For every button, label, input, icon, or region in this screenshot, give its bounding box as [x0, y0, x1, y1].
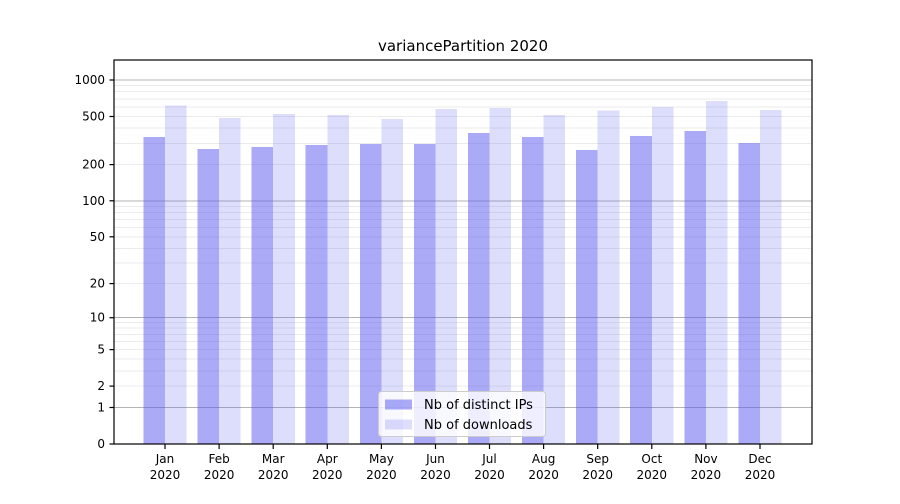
- x-tick-label-month: Aug: [532, 452, 555, 466]
- y-tick-label: 2: [97, 379, 105, 393]
- y-tick-label: 100: [82, 194, 105, 208]
- y-tick-label: 20: [90, 277, 105, 291]
- x-tick-label-month: Oct: [641, 452, 662, 466]
- legend-box: [378, 391, 546, 437]
- x-tick-label-year: 2020: [745, 468, 776, 482]
- bars: [143, 101, 782, 445]
- bar-feb-downloads: [219, 118, 241, 444]
- bar-feb-distinct-ips: [197, 149, 220, 444]
- x-tick-label-month: Feb: [208, 452, 229, 466]
- chart-title: variancePartition 2020: [378, 37, 548, 55]
- bar-sep-distinct-ips: [576, 150, 598, 444]
- y-tick-label: 10: [90, 311, 105, 325]
- x-tick-label-year: 2020: [691, 468, 722, 482]
- y-tick-label: 50: [90, 230, 105, 244]
- x-tick-label-month: Jan: [155, 452, 175, 466]
- x-tick-label-year: 2020: [150, 468, 181, 482]
- bar-mar-distinct-ips: [251, 146, 274, 444]
- bar-apr-distinct-ips: [305, 145, 328, 444]
- bar-may-distinct-ips: [359, 144, 382, 444]
- axis-ticks: 10005002001005020105210Jan2020Feb2020Mar…: [74, 73, 775, 482]
- x-tick-label-year: 2020: [258, 468, 289, 482]
- x-tick-label-month: Jun: [425, 452, 445, 466]
- legend-swatch-downloads: [385, 419, 412, 430]
- plot-border: [113, 59, 813, 445]
- x-tick-label-year: 2020: [528, 468, 559, 482]
- x-tick-label-year: 2020: [582, 468, 613, 482]
- x-tick-label-year: 2020: [366, 468, 397, 482]
- bar-jun-downloads: [435, 108, 458, 445]
- x-tick-label-month: Nov: [694, 452, 717, 466]
- y-tick-label: 500: [82, 110, 105, 124]
- bar-jan-downloads: [165, 105, 187, 444]
- legend-swatch-distinct-ips: [385, 399, 412, 410]
- bar-jan-distinct-ips: [143, 136, 165, 444]
- bar-nov-downloads: [705, 101, 728, 444]
- x-tick-label-year: 2020: [204, 468, 235, 482]
- x-tick-label-month: Dec: [748, 452, 771, 466]
- bar-oct-distinct-ips: [630, 136, 652, 444]
- x-tick-label-year: 2020: [474, 468, 505, 482]
- x-tick-label-month: Jul: [481, 452, 496, 466]
- bar-dec-distinct-ips: [738, 143, 760, 444]
- x-tick-label-month: Mar: [262, 452, 285, 466]
- y-tick-label: 1000: [74, 73, 105, 87]
- bar-nov-distinct-ips: [684, 131, 706, 444]
- x-tick-label-year: 2020: [312, 468, 343, 482]
- x-tick-label-month: Sep: [586, 452, 609, 466]
- legend: Nb of distinct IPs Nb of downloads: [378, 391, 546, 437]
- x-tick-label-month: May: [369, 452, 394, 466]
- bar-aug-downloads: [543, 114, 566, 445]
- bar-sep-downloads: [597, 110, 620, 444]
- bar-may-downloads: [381, 118, 403, 445]
- bar-aug-distinct-ips: [522, 136, 544, 444]
- bar-jul-downloads: [489, 107, 512, 445]
- y-tick-label: 200: [82, 158, 105, 172]
- x-tick-label-month: Apr: [317, 452, 338, 466]
- y-tick-label: 0: [97, 437, 105, 451]
- legend-label-downloads: Nb of downloads: [424, 418, 533, 433]
- bar-mar-downloads: [273, 113, 295, 445]
- bar-oct-downloads: [651, 107, 674, 444]
- legend-label-distinct-ips: Nb of distinct IPs: [424, 398, 533, 413]
- bar-apr-downloads: [327, 114, 349, 445]
- bar-jun-distinct-ips: [413, 144, 436, 444]
- bar-jul-distinct-ips: [467, 133, 490, 444]
- x-tick-label-year: 2020: [637, 468, 668, 482]
- y-tick-label: 1: [97, 401, 105, 415]
- x-tick-label-year: 2020: [420, 468, 451, 482]
- bar-dec-downloads: [760, 109, 782, 445]
- y-tick-label: 5: [97, 343, 105, 357]
